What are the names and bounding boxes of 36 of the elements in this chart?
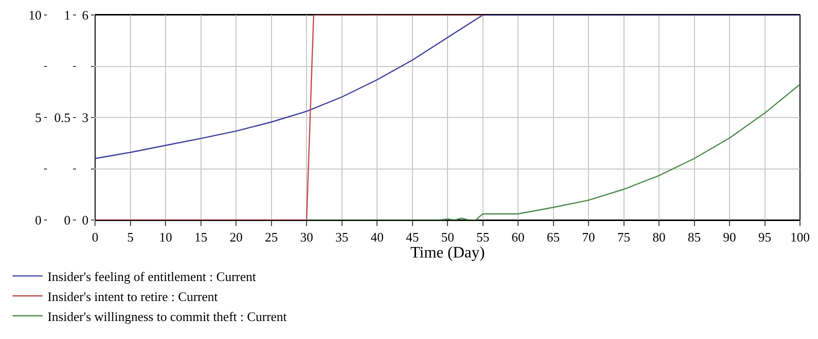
x-tick-label: 90 [723,230,736,245]
legend-label: Insider's feeling of entitlement : Current [48,269,256,284]
x-tick-label: 55 [476,230,490,245]
y2-tick-label: 0 [64,212,70,228]
x-tick-label: 75 [617,230,630,245]
y2-tick-label: 0.5 [54,110,70,126]
y-tick-label: 5 [35,110,42,126]
y-tick-label: 10 [28,8,42,23]
x-tick-label: 5 [127,230,134,245]
x-tick-label: 80 [652,230,666,245]
x-axis-title: Time (Day) [410,244,485,262]
x-tick-label: 15 [194,230,208,245]
x-tick-label: 20 [230,230,243,245]
x-tick-label: 60 [512,230,525,245]
x-tick-label: 100 [790,230,810,245]
y3-tick-label: 3 [82,110,89,126]
x-tick-label: 50 [441,230,454,245]
x-tick-label: 35 [335,230,348,245]
y-tick-label: 0 [35,212,42,228]
legend-label: Insider's willingness to commit theft : Current [48,308,288,324]
line-series [306,84,800,220]
x-tick-label: 40 [370,230,384,245]
x-tick-label: 45 [406,230,419,245]
x-tick-label: 25 [264,230,278,245]
x-tick-label: 30 [300,230,314,245]
y3-tick-label: 0 [82,212,89,228]
x-tick-label: 65 [546,230,560,245]
x-tick-label: 95 [758,230,772,245]
legend-label: Insider's intent to retire : Current [48,288,218,304]
x-tick-label: 0 [92,230,98,245]
x-tick-label: 85 [688,230,701,245]
x-tick-label: 70 [582,230,596,245]
y2-tick-label: 1 [64,8,70,23]
x-tick-label: 10 [159,230,172,245]
y3-tick-label: 6 [82,8,90,23]
line-series [95,15,800,160]
